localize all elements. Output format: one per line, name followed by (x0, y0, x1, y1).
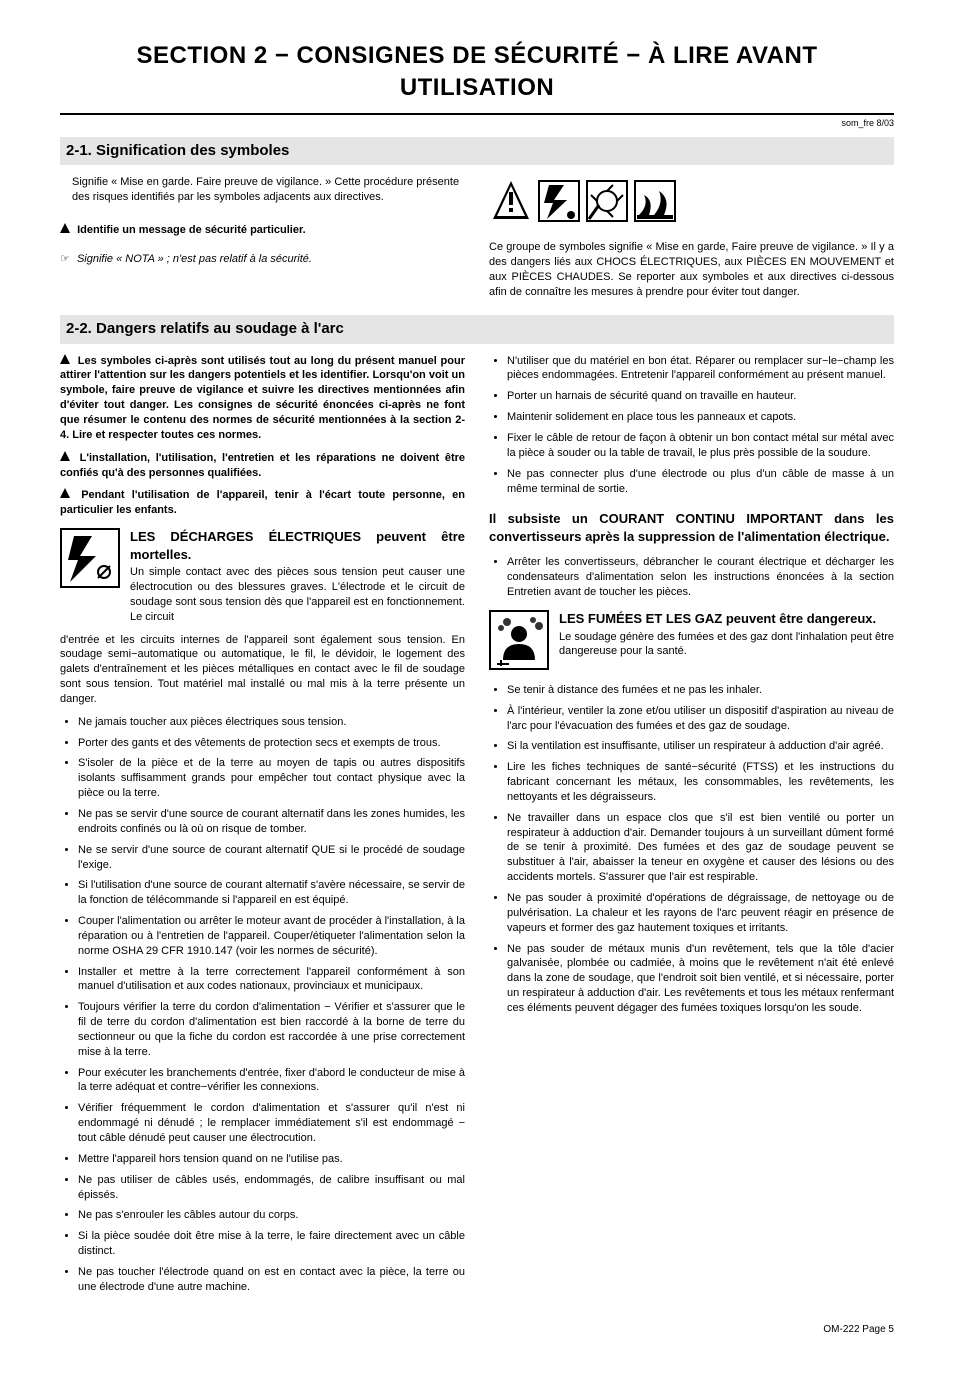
nota-msg: ☞ Signifie « NOTA » ; n'est pas relatif … (60, 252, 465, 267)
list-item: Arrêter les convertisseurs, débrancher l… (507, 555, 894, 600)
list-item: Ne pas se servir d'une source de courant… (78, 807, 465, 837)
list-item: Fixer le câble de retour de façon à obte… (507, 431, 894, 461)
electric-shock-icon (60, 528, 120, 593)
list-item: Toujours vérifier la terre du cordon d'a… (78, 1000, 465, 1059)
subheading-2-2: 2-2. Dangers relatifs au soudage à l'arc (60, 315, 894, 343)
electric-shock-text: LES DÉCHARGES ÉLECTRIQUES peuvent être m… (130, 528, 465, 624)
subheading-2-1: 2-1. Signification des symboles (60, 137, 894, 165)
list-item: Ne jamais toucher aux pièces électriques… (78, 715, 465, 730)
nota-icon: ☞ (60, 252, 70, 267)
list-item: Pour exécuter les branchements d'entrée,… (78, 1066, 465, 1096)
list-item: Porter des gants et des vêtements de pro… (78, 736, 465, 751)
small-triangle-icon (60, 223, 70, 238)
list-item: À l'intérieur, ventiler la zone et/ou ut… (507, 704, 894, 734)
fumes-icon (489, 610, 549, 675)
list-item: Vérifier fréquemment le cordon d'aliment… (78, 1101, 465, 1146)
identify-msg: Identifie un message de sécurité particu… (60, 223, 465, 238)
section-2-2-columns: Les symboles ci-après sont utilisés tout… (60, 354, 894, 1303)
list-item: Ne pas toucher l'électrode quand on est … (78, 1265, 465, 1295)
right-bullets-list-1: N'utiliser que du matériel en bon état. … (489, 354, 894, 497)
intro-bold-1-text: Les symboles ci-après sont utilisés tout… (60, 355, 465, 441)
list-item: Ne pas utiliser de câbles usés, endommag… (78, 1173, 465, 1203)
fumes-intro: Le soudage génère des fumées et des gaz … (559, 630, 894, 660)
intro-bold-2: L'installation, l'utilisation, l'entreti… (60, 451, 465, 481)
electric-shock-title: LES DÉCHARGES ÉLECTRIQUES peuvent être m… (130, 528, 465, 563)
list-item: Couper l'alimentation ou arrêter le mote… (78, 914, 465, 959)
list-item: Se tenir à distance des fumées et ne pas… (507, 683, 894, 698)
list-item: Maintenir solidement en place tous les p… (507, 410, 894, 425)
electric-shock-intro-cont: d'entrée et les circuits internes de l'a… (60, 633, 465, 707)
list-item: Ne travailler dans un espace clos que s'… (507, 811, 894, 885)
intro-bold-2-text: L'installation, l'utilisation, l'entreti… (60, 452, 465, 479)
triangle-icon (60, 488, 70, 503)
section-title: SECTION 2 − CONSIGNES DE SÉCURITÉ − À LI… (60, 40, 894, 105)
list-item: Ne pas s'enrouler les câbles autour du c… (78, 1208, 465, 1223)
list-item: Ne pas souder à proximité d'opérations d… (507, 891, 894, 936)
symbol-group-icon (489, 175, 894, 234)
electric-bullets-list: Ne jamais toucher aux pièces électriques… (60, 715, 465, 1295)
list-item: Lire les fiches techniques de santé−sécu… (507, 760, 894, 805)
list-item: Mettre l'appareil hors tension quand on … (78, 1152, 465, 1167)
list-item: Si l'utilisation d'une source de courant… (78, 878, 465, 908)
list-item: Si la pièce soudée doit être mise à la t… (78, 1229, 465, 1259)
col-right-2-1: Ce groupe de symboles signifie « Mise en… (489, 175, 894, 307)
list-item: Si la ventilation est insuffisante, util… (507, 739, 894, 754)
list-item: Ne pas connecter plus d'une électrode ou… (507, 467, 894, 497)
col-left-2-2: Les symboles ci-après sont utilisés tout… (60, 354, 465, 1303)
list-item: Porter un harnais de sécurité quand on t… (507, 389, 894, 404)
continuous-current-list: Arrêter les convertisseurs, débrancher l… (489, 555, 894, 600)
intro-bold-3-text: Pendant l'utilisation de l'appareil, ten… (60, 489, 465, 516)
fumes-text: LES FUMÉES ET LES GAZ peuvent être dange… (559, 610, 894, 659)
title-rule (60, 113, 894, 115)
intro-bold-1: Les symboles ci-après sont utilisés tout… (60, 354, 465, 443)
triangle-icon (60, 451, 70, 466)
warning-meaning-text: Signifie « Mise en garde. Faire preuve d… (72, 175, 465, 205)
col-right-2-2: N'utiliser que du matériel en bon état. … (489, 354, 894, 1303)
doc-revision: som_fre 8/03 (60, 117, 894, 129)
nota-msg-text: Signifie « NOTA » ; n'est pas relatif à … (77, 253, 312, 265)
col-left-2-1: Signifie « Mise en garde. Faire preuve d… (60, 175, 465, 307)
symbol-group-text: Ce groupe de symboles signifie « Mise en… (489, 240, 894, 299)
warning-symbol-row: Signifie « Mise en garde. Faire preuve d… (60, 175, 465, 213)
list-item: N'utiliser que du matériel en bon état. … (507, 354, 894, 384)
triangle-icon (60, 354, 70, 369)
electric-shock-intro-part: Un simple contact avec des pièces sous t… (130, 565, 465, 624)
fumes-title: LES FUMÉES ET LES GAZ peuvent être dange… (559, 610, 894, 628)
section-2-1-columns: Signifie « Mise en garde. Faire preuve d… (60, 175, 894, 307)
page-footer: OM-222 Page 5 (60, 1323, 894, 1337)
list-item: Ne se servir d'une source de courant alt… (78, 843, 465, 873)
electric-shock-hazard: LES DÉCHARGES ÉLECTRIQUES peuvent être m… (60, 528, 465, 624)
fumes-hazard: LES FUMÉES ET LES GAZ peuvent être dange… (489, 610, 894, 675)
intro-bold-3: Pendant l'utilisation de l'appareil, ten… (60, 488, 465, 518)
identify-msg-text: Identifie un message de sécurité particu… (77, 224, 306, 236)
fumes-bullets-list: Se tenir à distance des fumées et ne pas… (489, 683, 894, 1016)
list-item: Installer et mettre à la terre correctem… (78, 965, 465, 995)
continuous-current-heading: Il subsiste un COURANT CONTINU IMPORTANT… (489, 510, 894, 545)
list-item: S'isoler de la pièce et de la terre au m… (78, 756, 465, 801)
list-item: Ne pas souder de métaux munis d'un revêt… (507, 942, 894, 1016)
